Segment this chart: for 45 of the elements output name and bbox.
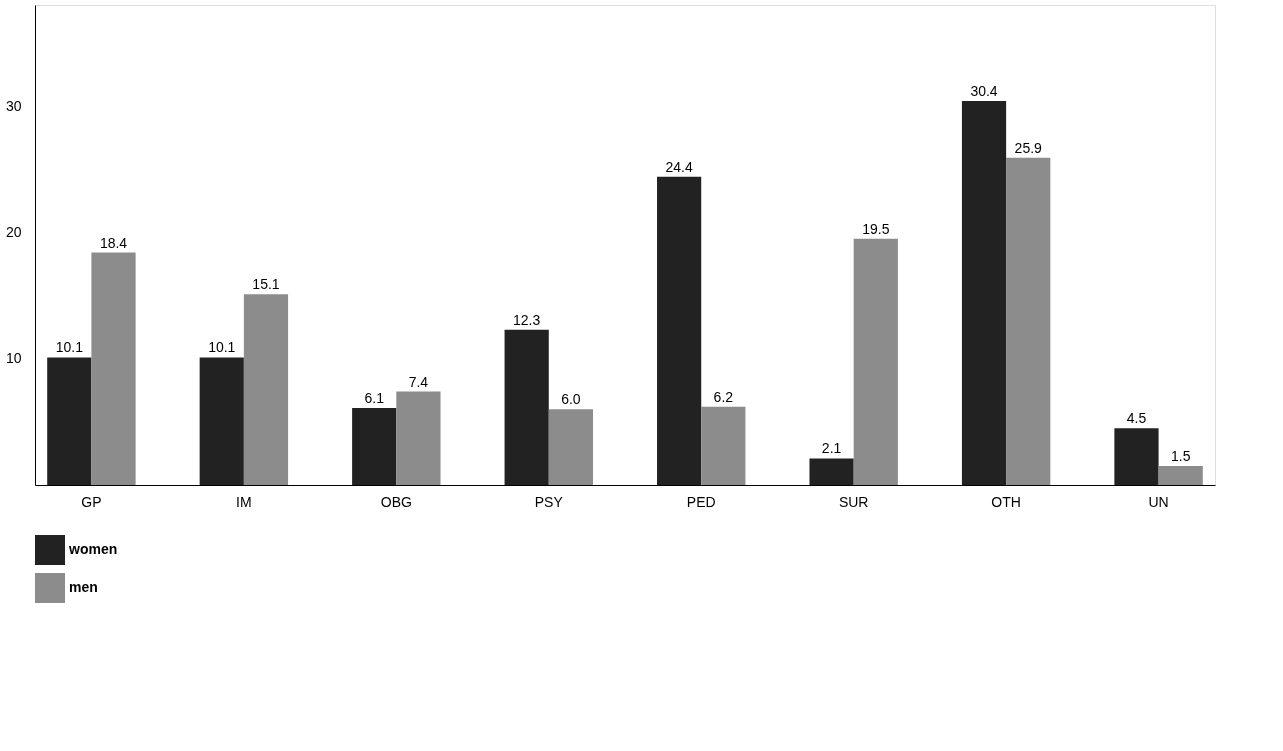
bar [352,407,397,485]
bar [853,238,898,485]
x-tick-label: OBG [380,493,412,510]
data-label: 6.2 [713,388,734,405]
data-label: 10.1 [55,339,84,356]
data-label: 15.1 [252,276,280,293]
bar [199,357,244,485]
bar [504,329,549,485]
bar [809,458,854,485]
x-tick-label: UN [1148,493,1169,510]
x-tick-label: PED [686,493,716,510]
data-label: 30.4 [970,83,998,99]
x-tick-label: IM [236,493,252,510]
data-label: 6.0 [561,391,581,408]
x-tick-label: SUR [838,493,869,510]
data-label: 18.4 [99,234,128,251]
bar [243,294,289,485]
data-label: 10.1 [208,339,236,356]
bar [1006,157,1051,485]
data-label: 4.5 [1126,410,1147,427]
bar [961,101,1007,485]
y-tick-label: 10 [5,350,22,367]
bar [1158,466,1203,485]
x-tick-label: GP [81,493,102,510]
bar [657,176,702,485]
bar [47,357,92,485]
data-label: 24.4 [665,158,693,175]
bar [1114,428,1159,485]
legend-label: women [68,541,118,557]
bar [701,406,746,485]
x-tick-label: PSY [534,493,564,510]
data-label: 25.9 [1014,139,1043,156]
bar [396,391,441,485]
data-label: 19.5 [862,220,890,237]
y-tick-label: 30 [5,97,22,114]
legend-label: men [69,579,98,595]
bar [91,252,136,485]
y-tick-label: 20 [5,223,22,240]
data-label: 2.1 [821,440,842,457]
data-label: 7.4 [408,373,429,390]
data-label: 6.1 [364,389,385,406]
data-label: 1.5 [1170,448,1191,465]
data-label: 12.3 [513,311,541,328]
bar [548,409,593,485]
x-tick-label: OTH [991,493,1021,510]
